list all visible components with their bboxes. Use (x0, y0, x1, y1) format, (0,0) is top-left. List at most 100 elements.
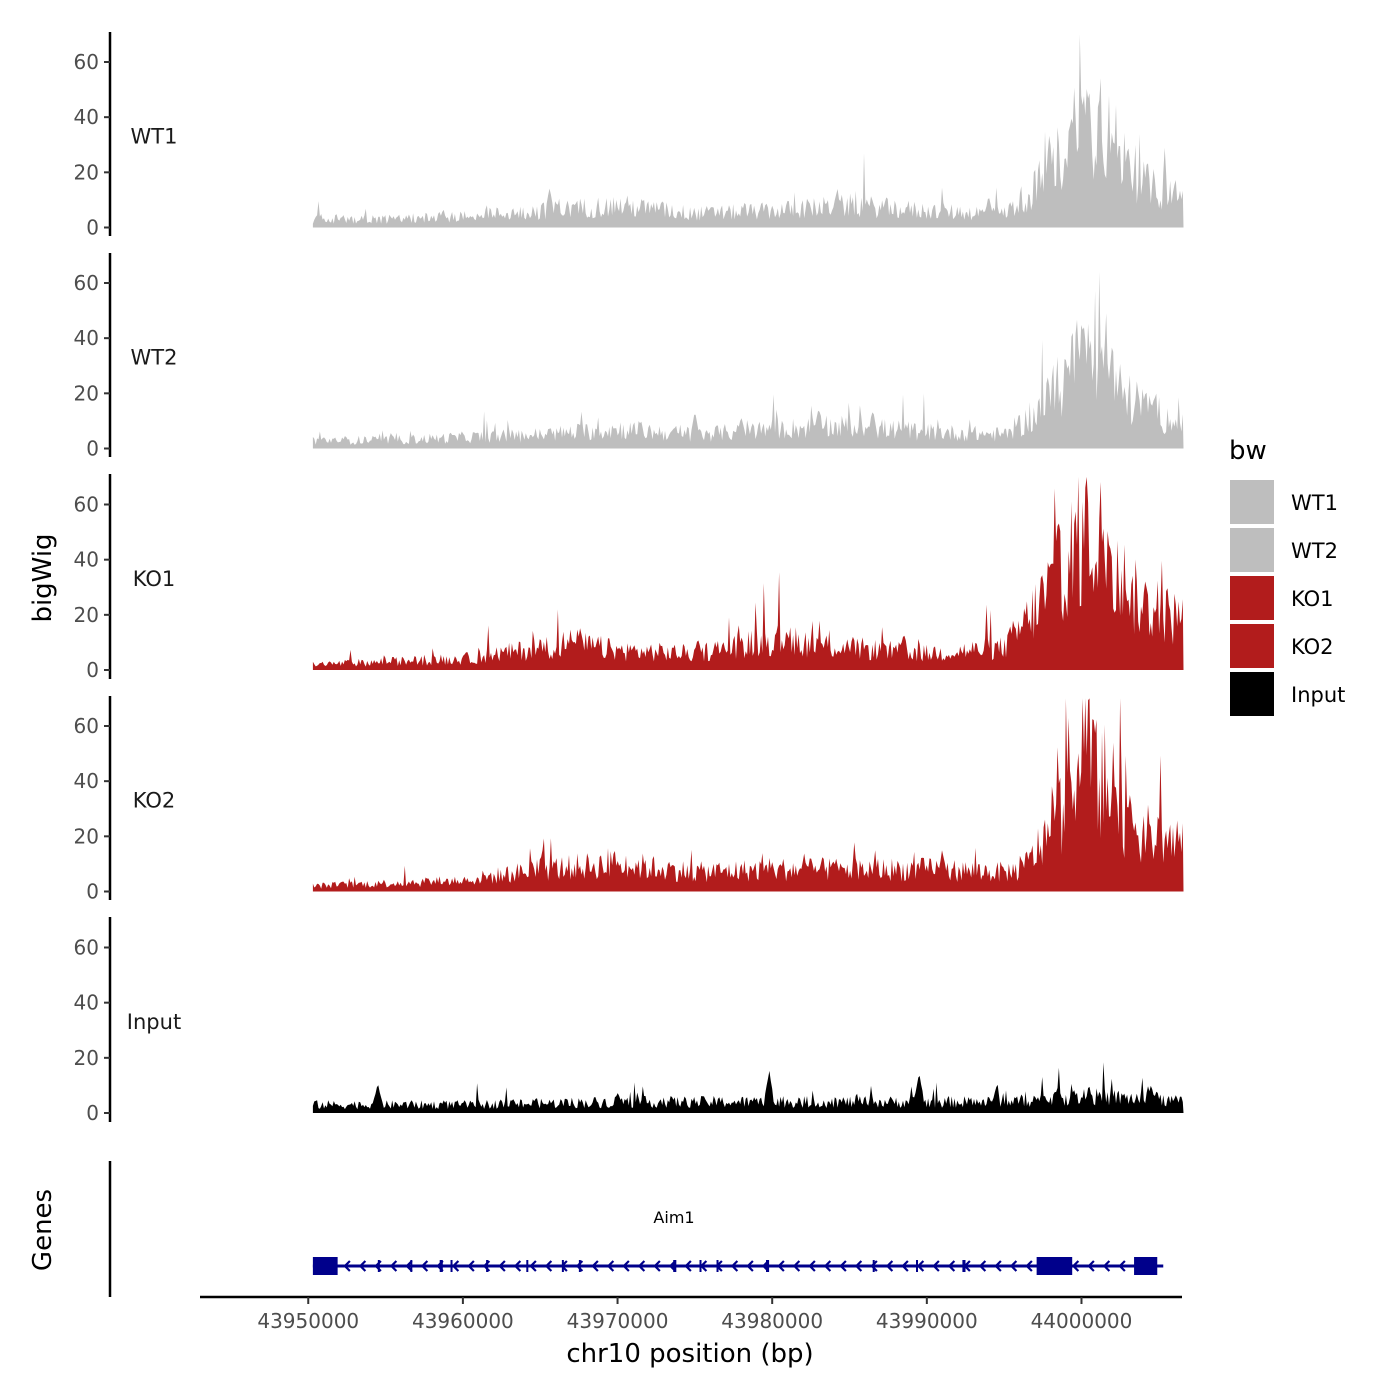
area-ko2 (312, 698, 1184, 892)
y-tick-label: 60 (74, 936, 99, 960)
strand-arrow (358, 1260, 367, 1272)
y-tick-label: 40 (74, 769, 99, 793)
gene-exon (526, 1260, 529, 1272)
x-tick-label: 43970000 (567, 1309, 669, 1333)
legend-title: bw (1229, 436, 1267, 466)
gene-exon (377, 1260, 380, 1272)
gene-name-label: Aim1 (653, 1208, 694, 1227)
x-axis-title: chr10 position (bp) (566, 1339, 813, 1369)
strand-arrow (978, 1260, 987, 1272)
y-tick-label: 60 (74, 50, 99, 74)
strand-arrow (544, 1260, 553, 1272)
genes-axis-title: Genes (28, 1189, 58, 1271)
area-wt1 (312, 34, 1184, 228)
y-tick-label: 0 (86, 658, 99, 682)
track-ko1: 0 20 40 60 KO1 (74, 474, 1184, 682)
y-tick-label: 60 (74, 271, 99, 295)
strand-arrow (637, 1260, 646, 1272)
strand-arrow (529, 1260, 537, 1272)
strand-arrow (467, 1260, 475, 1272)
gene-exon (1134, 1257, 1158, 1275)
gene-track: Aim1 (108, 1161, 1164, 1297)
y-tick-label: 0 (86, 437, 99, 461)
legend-label: WT2 (1291, 539, 1338, 563)
track-label: KO2 (133, 788, 176, 812)
track-label: WT2 (131, 345, 178, 369)
strand-arrow (1118, 1260, 1126, 1272)
legend-swatch-wt1 (1230, 480, 1274, 524)
strand-arrow (808, 1260, 816, 1272)
legend-swatch-ko1 (1230, 576, 1274, 620)
strand-arrow (1025, 1260, 1033, 1272)
legend-label: Input (1291, 683, 1345, 707)
strand-arrow (947, 1260, 956, 1272)
y-tick-label: 20 (74, 1046, 99, 1070)
y-tick-label: 40 (74, 991, 99, 1015)
track-wt1: 0 20 40 60 WT1 (74, 32, 1184, 240)
legend: bw WT1 WT2 KO1 KO2 Input (1229, 436, 1345, 716)
y-tick-label: 40 (74, 105, 99, 129)
strand-arrow (730, 1260, 739, 1272)
gene-exon (578, 1260, 581, 1272)
track-label: Input (127, 1010, 181, 1034)
legend-swatch-input (1230, 672, 1274, 716)
y-tick-label: 0 (86, 880, 99, 904)
y-tick-label: 40 (74, 326, 99, 350)
strand-arrow (653, 1260, 661, 1272)
strand-arrow (901, 1260, 909, 1272)
strand-arrow (622, 1260, 630, 1272)
strand-arrow (994, 1260, 1002, 1272)
x-tick-label: 44000000 (1031, 1309, 1133, 1333)
gene-exon (872, 1260, 875, 1272)
area-input (312, 1062, 1184, 1113)
y-tick-label: 40 (74, 548, 99, 572)
gene-exon (410, 1260, 413, 1272)
y-tick-label: 20 (74, 160, 99, 184)
strand-arrow (606, 1260, 615, 1272)
strand-arrow (932, 1260, 940, 1272)
y-tick-label: 20 (74, 381, 99, 405)
x-tick-label: 43980000 (721, 1309, 823, 1333)
strand-arrow (839, 1260, 847, 1272)
gene-exon (699, 1260, 702, 1272)
gene-exon (486, 1260, 489, 1272)
x-axis: 43950000 43960000 43970000 43980000 43990000… (200, 1295, 1182, 1333)
strand-arrow (1009, 1260, 1018, 1272)
strand-arrow (870, 1260, 878, 1272)
legend-label: KO1 (1291, 587, 1334, 611)
legend-swatch-ko2 (1230, 624, 1274, 668)
track-input: 0 20 40 60 Input (74, 917, 1184, 1125)
strand-arrow (451, 1260, 460, 1272)
signal-tracks: 0 20 40 60 WT1 0 20 40 60 WT2 0 20 40 60 KO1 0 20 40 60 KO2… (74, 32, 1184, 1125)
gene-exon (439, 1260, 443, 1272)
gene-exon (962, 1260, 966, 1272)
strand-arrow (1102, 1260, 1111, 1272)
x-tick-label: 43990000 (876, 1309, 978, 1333)
gene-exon (450, 1260, 453, 1272)
area-wt2 (312, 272, 1184, 449)
strand-arrow (746, 1260, 754, 1272)
strand-arrow (513, 1260, 522, 1272)
y-tick-label: 0 (86, 216, 99, 240)
strand-arrow (405, 1260, 413, 1272)
y-tick-label: 60 (74, 714, 99, 738)
legend-label: WT1 (1291, 491, 1338, 515)
y-tick-label: 60 (74, 493, 99, 517)
strand-arrow (1071, 1260, 1080, 1272)
y-axis-title: bigWig (28, 533, 58, 622)
gene-exon (673, 1260, 677, 1272)
strand-arrow (389, 1260, 398, 1272)
strand-arrow (343, 1260, 351, 1272)
strand-arrow (916, 1260, 925, 1272)
gene-exon (312, 1257, 338, 1275)
track-label: WT1 (131, 124, 178, 148)
legend-label: KO2 (1291, 635, 1334, 659)
strand-arrow (1087, 1260, 1095, 1272)
gene-exon (1036, 1257, 1073, 1275)
x-tick-label: 43950000 (257, 1309, 359, 1333)
strand-arrow (792, 1260, 801, 1272)
strand-arrow (854, 1260, 863, 1272)
strand-arrow (885, 1260, 894, 1272)
y-tick-label: 0 (86, 1101, 99, 1125)
